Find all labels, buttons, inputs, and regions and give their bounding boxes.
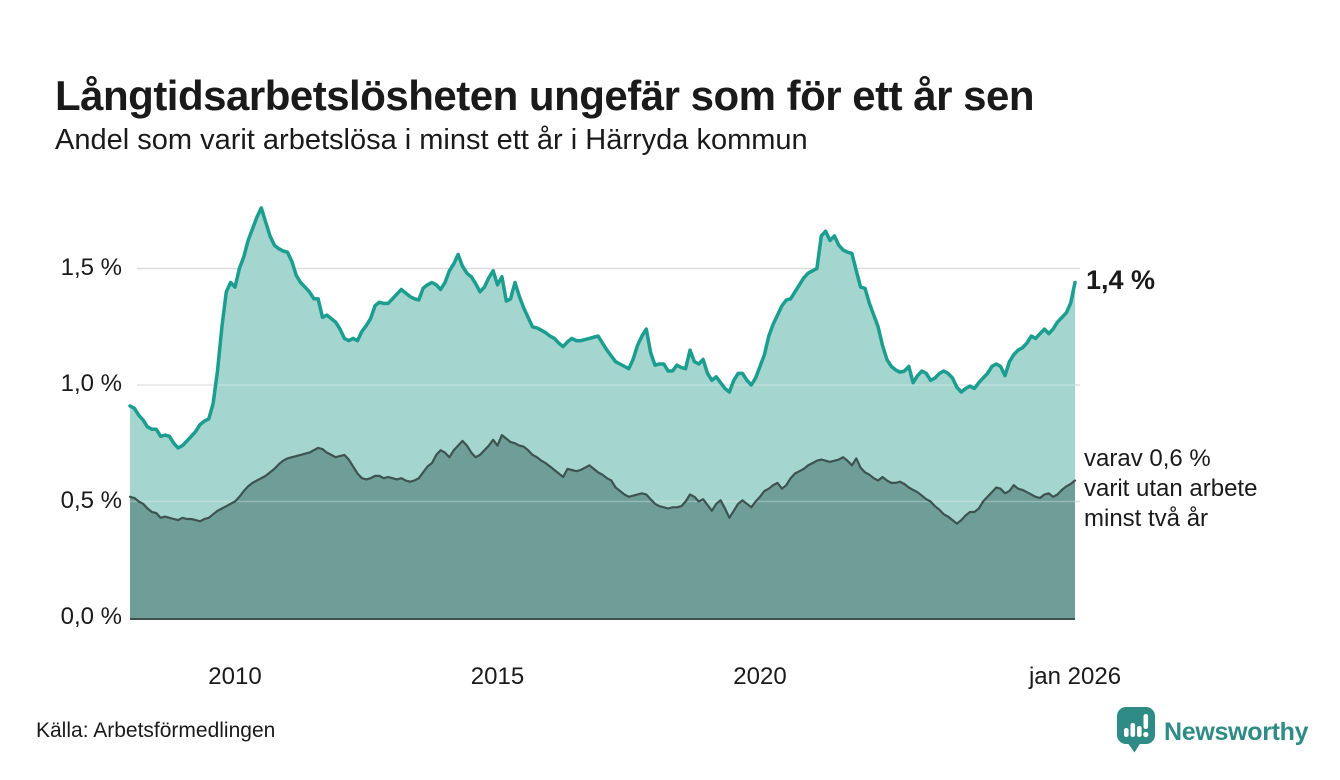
series2-annotation-line3: minst två år — [1084, 505, 1209, 532]
x-tick-2020: 2020 — [733, 663, 787, 690]
x-tick-2015: 2015 — [470, 663, 525, 690]
series2-annotation: varav 0,6 % varit utan arbete minst två … — [1084, 444, 1257, 534]
source-attribution: Källa: Arbetsförmedlingen — [36, 719, 276, 742]
bar-chart-speech-bubble-icon — [1116, 706, 1156, 758]
x-tick-2010: 2010 — [208, 663, 262, 690]
newsworthy-wordmark: Newsworthy — [1164, 717, 1309, 746]
series2-annotation-line1: varav 0,6 % — [1084, 445, 1211, 472]
x-tick-jan-2026: jan 2026 — [1028, 663, 1122, 690]
newsworthy-logo: Newsworthy — [1116, 706, 1309, 758]
chart-title: Långtidsarbetslösheten ungefär som för e… — [55, 72, 1035, 120]
series2-annotation-line2: varit utan arbete — [1084, 475, 1258, 502]
y-tick-1-0: 1,0 % — [60, 370, 122, 397]
end-value-label: 1,4 % — [1086, 265, 1156, 295]
chart-subtitle: Andel som varit arbetslösa i minst ett å… — [55, 124, 808, 156]
y-tick-0-0: 0,0 % — [60, 603, 122, 630]
y-tick-1-5: 1,5 % — [60, 253, 122, 281]
y-tick-0-5: 0,5 % — [60, 486, 122, 514]
